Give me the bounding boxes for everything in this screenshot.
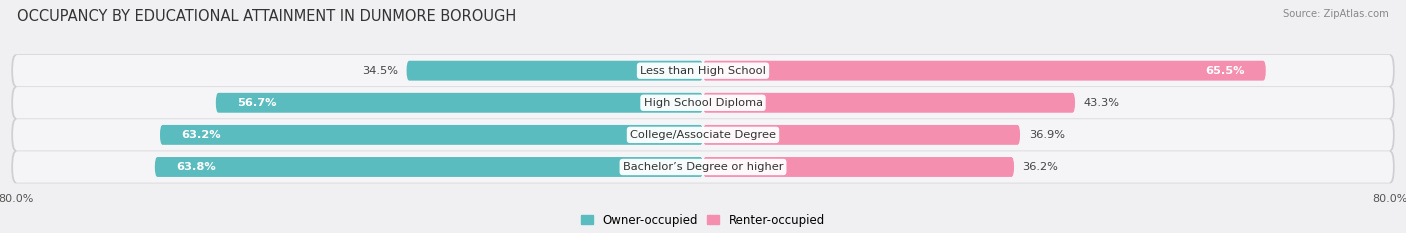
FancyBboxPatch shape xyxy=(11,54,1395,87)
FancyBboxPatch shape xyxy=(703,157,1014,177)
FancyBboxPatch shape xyxy=(406,61,703,81)
FancyBboxPatch shape xyxy=(217,93,703,113)
FancyBboxPatch shape xyxy=(703,93,1076,113)
FancyBboxPatch shape xyxy=(11,151,1395,183)
FancyBboxPatch shape xyxy=(703,61,1265,81)
Text: 63.2%: 63.2% xyxy=(181,130,221,140)
FancyBboxPatch shape xyxy=(13,87,1393,119)
Text: Less than High School: Less than High School xyxy=(640,66,766,76)
Text: 43.3%: 43.3% xyxy=(1084,98,1119,108)
Text: 34.5%: 34.5% xyxy=(361,66,398,76)
Text: High School Diploma: High School Diploma xyxy=(644,98,762,108)
FancyBboxPatch shape xyxy=(160,125,703,145)
Legend: Owner-occupied, Renter-occupied: Owner-occupied, Renter-occupied xyxy=(576,209,830,231)
Text: OCCUPANCY BY EDUCATIONAL ATTAINMENT IN DUNMORE BOROUGH: OCCUPANCY BY EDUCATIONAL ATTAINMENT IN D… xyxy=(17,9,516,24)
Text: 63.8%: 63.8% xyxy=(176,162,217,172)
FancyBboxPatch shape xyxy=(11,119,1395,151)
Text: Bachelor’s Degree or higher: Bachelor’s Degree or higher xyxy=(623,162,783,172)
Text: 36.9%: 36.9% xyxy=(1029,130,1064,140)
Text: 36.2%: 36.2% xyxy=(1022,162,1059,172)
Text: College/Associate Degree: College/Associate Degree xyxy=(630,130,776,140)
FancyBboxPatch shape xyxy=(11,86,1395,119)
FancyBboxPatch shape xyxy=(13,119,1393,151)
FancyBboxPatch shape xyxy=(13,55,1393,86)
Text: 56.7%: 56.7% xyxy=(238,98,277,108)
Text: Source: ZipAtlas.com: Source: ZipAtlas.com xyxy=(1284,9,1389,19)
FancyBboxPatch shape xyxy=(155,157,703,177)
Text: 65.5%: 65.5% xyxy=(1205,66,1244,76)
FancyBboxPatch shape xyxy=(703,125,1021,145)
FancyBboxPatch shape xyxy=(13,151,1393,183)
